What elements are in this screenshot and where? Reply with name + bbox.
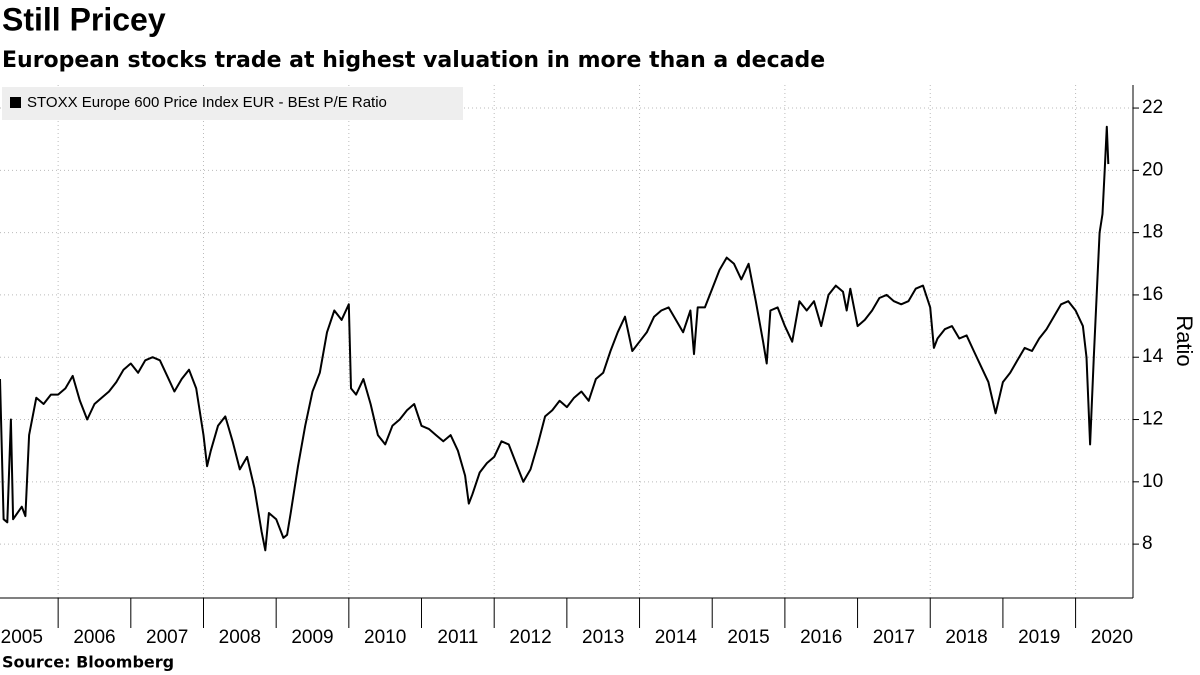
legend-label: STOXX Europe 600 Price Index EUR - BEst …: [27, 94, 387, 111]
y-tick-label: 22: [1142, 97, 1163, 118]
legend-box: [2, 87, 463, 120]
x-tick-label: 2006: [73, 627, 115, 648]
x-tick-label: 2011: [437, 627, 478, 648]
x-tick-label: 2018: [945, 627, 987, 648]
x-tick-label: 2007: [146, 627, 188, 648]
x-tick-label: 2019: [1018, 627, 1060, 648]
x-tick-label: 2009: [291, 627, 333, 648]
chart-subtitle: European stocks trade at highest valuati…: [2, 48, 825, 73]
x-tick-label: 2005: [1, 627, 43, 648]
x-tick-label: 2017: [873, 627, 915, 648]
y-axis-label: Ratio: [1172, 315, 1197, 366]
x-tick-label: 2012: [509, 627, 551, 648]
y-tick-label: 14: [1142, 346, 1164, 367]
x-tick-label: 2014: [655, 627, 698, 648]
x-tick-label: 2016: [800, 627, 842, 648]
legend-swatch: [10, 97, 21, 108]
x-tick-label: 2015: [727, 627, 769, 648]
x-tick-label: 2020: [1091, 627, 1133, 648]
source: Source: Bloomberg: [2, 653, 174, 672]
y-tick-label: 18: [1142, 222, 1163, 243]
y-tick-label: 12: [1142, 409, 1163, 430]
y-tick-label: 16: [1142, 284, 1163, 305]
x-tick-label: 2013: [582, 627, 624, 648]
chart-title: Still Pricey: [2, 1, 166, 37]
y-tick-label: 8: [1142, 533, 1153, 554]
line: [0, 125, 1110, 552]
y-tick-label: 20: [1142, 159, 1163, 180]
y-tick-label: 10: [1142, 471, 1163, 492]
x-tick-label: 2010: [364, 627, 406, 648]
x-tick-label: 2008: [219, 627, 261, 648]
